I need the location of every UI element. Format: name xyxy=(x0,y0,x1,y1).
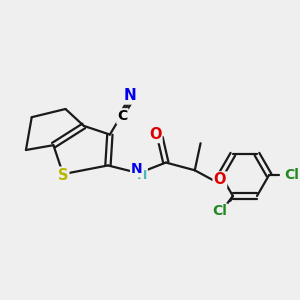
Text: O: O xyxy=(214,172,226,188)
Text: C: C xyxy=(117,109,128,123)
Text: N: N xyxy=(131,162,143,176)
Text: H: H xyxy=(136,169,147,182)
Text: Cl: Cl xyxy=(212,204,227,218)
Text: S: S xyxy=(58,168,68,183)
Text: Cl: Cl xyxy=(284,168,299,182)
Text: O: O xyxy=(149,127,161,142)
Text: N: N xyxy=(124,88,136,104)
